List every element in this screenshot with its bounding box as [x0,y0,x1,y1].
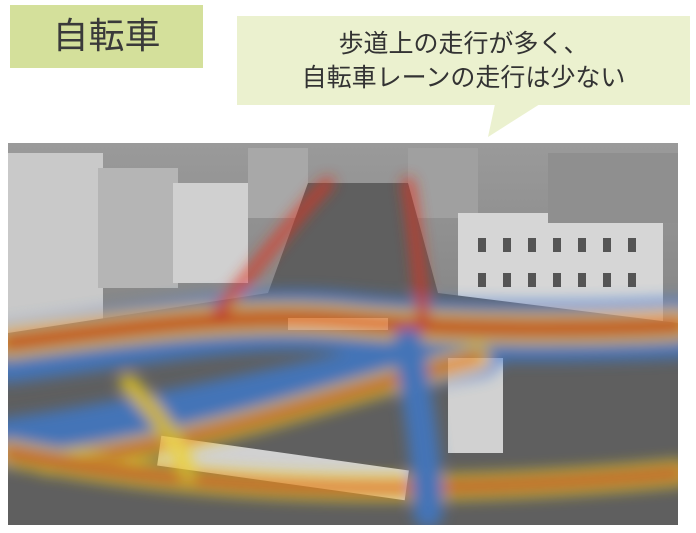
heatmap-photo [8,143,678,525]
callout-tail [488,104,540,137]
callout-line: 歩道上の走行が多く、 [338,28,589,58]
topic-label: 自転車 [10,5,203,68]
callout: 歩道上の走行が多く、 自転車レーンの走行は少ない [237,16,690,105]
callout-line: 自転車レーンの走行は少ない [301,62,626,92]
